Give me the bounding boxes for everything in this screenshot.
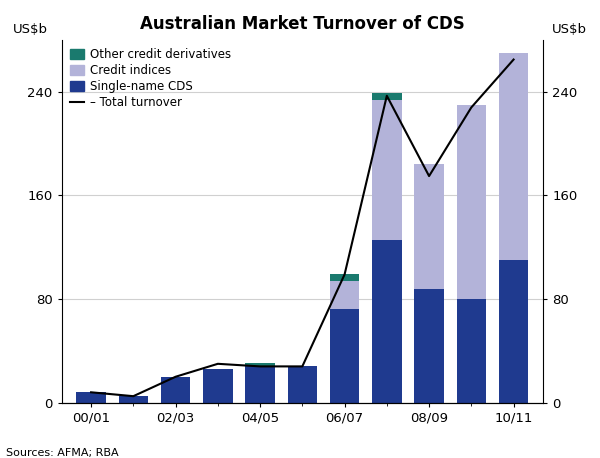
Bar: [161, 377, 190, 403]
Bar: [499, 260, 529, 403]
Title: Australian Market Turnover of CDS: Australian Market Turnover of CDS: [140, 15, 465, 33]
Bar: [330, 274, 359, 281]
Bar: [499, 53, 529, 260]
Bar: [330, 310, 359, 403]
Bar: [203, 369, 233, 403]
Bar: [457, 105, 486, 299]
Bar: [457, 299, 486, 403]
Bar: [414, 164, 444, 289]
Bar: [372, 93, 401, 100]
Bar: [372, 100, 401, 240]
Text: US$b: US$b: [551, 23, 586, 37]
Bar: [76, 393, 106, 403]
Bar: [372, 240, 401, 403]
Bar: [287, 366, 317, 403]
Legend: Other credit derivatives, Credit indices, Single-name CDS, – Total turnover: Other credit derivatives, Credit indices…: [67, 46, 233, 112]
Bar: [245, 366, 275, 403]
Bar: [330, 281, 359, 310]
Text: Sources: AFMA; RBA: Sources: AFMA; RBA: [6, 448, 119, 458]
Bar: [119, 396, 148, 403]
Bar: [245, 363, 275, 366]
Bar: [414, 289, 444, 403]
Text: US$b: US$b: [13, 23, 49, 37]
